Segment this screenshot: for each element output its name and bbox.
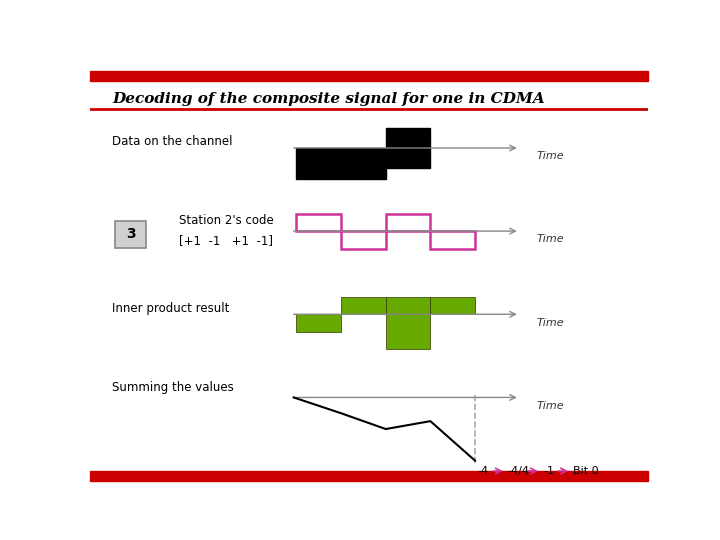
- Bar: [297, 148, 386, 179]
- Text: Bit 0: Bit 0: [572, 466, 598, 476]
- Text: Time: Time: [536, 234, 564, 245]
- Text: Summing the values: Summing the values: [112, 381, 234, 394]
- Bar: [386, 148, 431, 168]
- Text: 3: 3: [126, 227, 135, 241]
- Bar: [386, 214, 431, 231]
- Bar: [341, 297, 386, 314]
- Text: Inner product result: Inner product result: [112, 301, 230, 314]
- Text: -1: -1: [543, 466, 554, 476]
- Bar: [431, 297, 475, 314]
- Bar: [386, 314, 431, 349]
- Text: Data on the channel: Data on the channel: [112, 135, 233, 148]
- Bar: [431, 231, 475, 248]
- Text: -4/4: -4/4: [508, 466, 529, 476]
- Bar: [90, 471, 648, 481]
- Text: -4: -4: [478, 466, 489, 476]
- Bar: [341, 231, 386, 248]
- Bar: [297, 214, 341, 231]
- Text: Decoding of the composite signal for one in CDMA: Decoding of the composite signal for one…: [112, 92, 545, 106]
- Bar: [386, 297, 431, 314]
- Text: Time: Time: [536, 318, 564, 328]
- Text: Time: Time: [536, 401, 564, 411]
- Bar: [297, 314, 341, 332]
- Text: Station 2's code: Station 2's code: [179, 214, 274, 227]
- Text: Time: Time: [536, 151, 564, 161]
- Text: [+1  -1   +1  -1]: [+1 -1 +1 -1]: [179, 234, 274, 247]
- FancyBboxPatch shape: [115, 221, 146, 248]
- Bar: [386, 128, 431, 148]
- Bar: [90, 71, 648, 80]
